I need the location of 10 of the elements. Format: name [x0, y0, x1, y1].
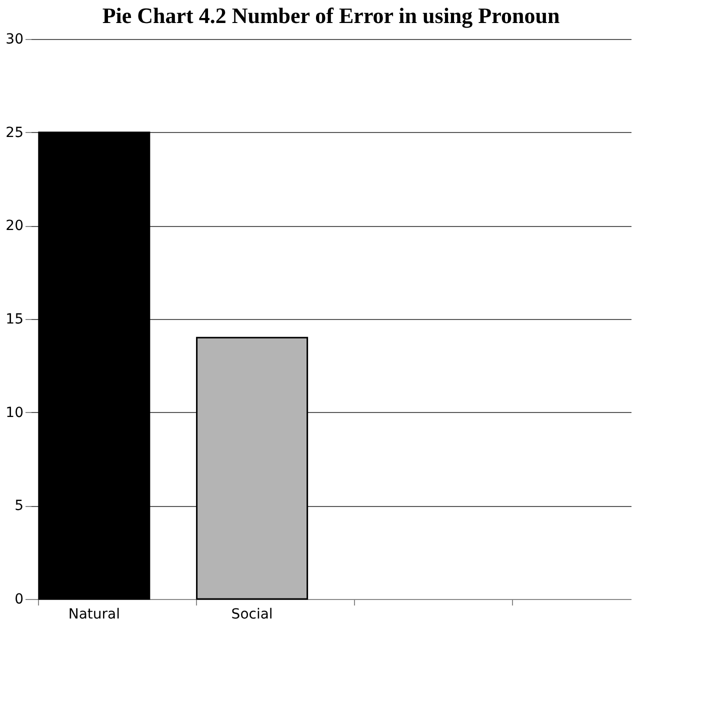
- chart-title: Pie Chart 4.2 Number of Error in using Pronoun: [102, 3, 560, 28]
- y-tick-label: 15: [6, 312, 24, 328]
- y-tick-label: 10: [6, 404, 24, 421]
- x-tick-label: Social: [231, 606, 273, 622]
- y-tick-label: 30: [6, 32, 24, 48]
- y-tick-label: 25: [6, 124, 24, 141]
- x-tick-label: Natural: [68, 606, 120, 622]
- y-tick-label: 0: [14, 592, 24, 608]
- y-tick-label: 5: [14, 498, 24, 514]
- y-tick-label: 20: [6, 218, 24, 234]
